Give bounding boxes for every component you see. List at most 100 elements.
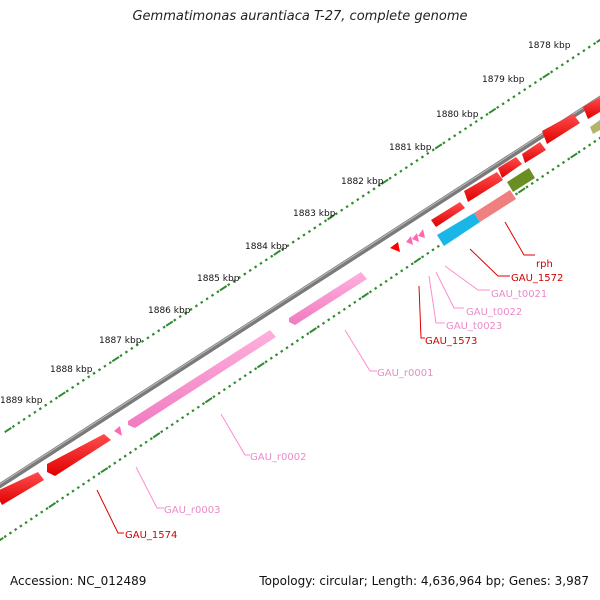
outer-tick-mark: [273, 249, 281, 256]
inner-tick-mark: [227, 384, 232, 388]
rrna-block[interactable]: [114, 426, 122, 436]
outer-tick-mark: [453, 134, 457, 138]
trna-block[interactable]: [418, 229, 425, 238]
outer-tick-mark: [49, 400, 53, 404]
outer-tick-mark: [377, 183, 381, 187]
outer-tick-mark: [327, 214, 335, 221]
feature-label[interactable]: GAU_r0002: [250, 452, 306, 463]
inner-tick-mark: [551, 167, 555, 172]
inner-tick-mark: [19, 524, 23, 528]
inner-tick-mark: [421, 255, 425, 259]
inner-tick-mark: [204, 397, 213, 404]
inner-tick-mark: [384, 279, 388, 283]
outer-tick-mark: [323, 219, 328, 223]
feature-label[interactable]: GAU_1574: [125, 530, 177, 541]
inner-tick-mark: [264, 360, 268, 364]
feature-label[interactable]: GAU_t0023: [446, 321, 502, 332]
trna-block[interactable]: [406, 236, 413, 245]
inner-tick-mark: [426, 251, 430, 255]
rrna-block[interactable]: [128, 330, 276, 428]
inner-tick-mark: [347, 304, 352, 308]
outer-tick-mark: [194, 304, 199, 308]
inner-tick-mark: [134, 447, 138, 451]
feature-label[interactable]: GAU_t0021: [491, 289, 547, 300]
outer-tick-mark: [103, 364, 107, 368]
outer-tick-mark: [259, 261, 263, 265]
inner-tick-mark: [290, 342, 294, 346]
inner-tick-mark: [248, 370, 253, 374]
inner-tick-mark: [379, 283, 383, 287]
gene-block[interactable]: [474, 190, 516, 222]
kbp-label: 1889 kbp: [0, 396, 43, 406]
inner-tick-mark: [201, 402, 206, 406]
inner-tick-mark: [361, 292, 370, 299]
gene-block[interactable]: [0, 472, 44, 505]
inner-tick-mark: [436, 244, 440, 248]
inner-tick-mark: [0, 536, 4, 542]
inner-tick-mark: [165, 426, 169, 430]
outer-tick-mark: [119, 353, 123, 358]
accession-text: Accession: NC_012489: [10, 574, 147, 588]
inner-tick-mark: [582, 146, 586, 151]
outer-tick-mark: [542, 72, 551, 79]
feature-label[interactable]: GAU_r0003: [164, 505, 220, 516]
trna-block[interactable]: [412, 233, 419, 242]
outer-tick-mark: [205, 297, 209, 301]
outer-tick-mark: [426, 151, 430, 156]
outer-tick-mark: [232, 279, 236, 283]
genome-summary-text: Topology: circular; Length: 4,636,964 bp…: [259, 574, 589, 588]
inner-tick-mark: [374, 286, 378, 290]
inner-tick-mark: [55, 499, 59, 504]
outer-tick-mark: [76, 382, 80, 386]
outer-tick-mark: [65, 389, 69, 393]
outer-tick-mark: [302, 233, 306, 237]
inner-tick-mark: [233, 381, 237, 385]
outer-tick-mark: [463, 127, 468, 131]
gene-block[interactable]: [431, 202, 465, 227]
kbp-label: 1886 kbp: [148, 306, 191, 316]
outer-tick-mark: [431, 148, 435, 152]
gene-block[interactable]: [590, 120, 600, 134]
inner-tick-mark: [301, 335, 305, 339]
leader-GAU_1574: [96, 489, 124, 534]
feature-label[interactable]: GAU_r0001: [377, 368, 433, 379]
feature-label[interactable]: GAU_t0022: [466, 307, 522, 318]
inner-tick-mark: [87, 478, 91, 483]
outer-tick-mark: [469, 123, 473, 127]
outer-tick-mark: [501, 102, 505, 106]
leader-GAU_1572: [469, 248, 510, 277]
outer-tick-mark: [458, 130, 462, 134]
inner-tick-mark: [353, 300, 357, 304]
outer-tick-mark: [380, 178, 389, 185]
outer-tick-ring: [4, 38, 600, 434]
outer-tick-mark: [264, 258, 268, 262]
outer-tick-mark: [512, 95, 516, 99]
inner-tick-mark: [144, 440, 148, 444]
inner-tick-mark: [170, 423, 174, 427]
outer-tick-mark: [22, 417, 26, 421]
inner-tick-mark: [40, 510, 44, 514]
gene-block[interactable]: [47, 434, 111, 476]
gene-block[interactable]: [542, 114, 580, 144]
outer-tick-mark: [345, 205, 349, 209]
inner-tick-mark: [152, 432, 161, 439]
gene-block[interactable]: [437, 213, 480, 246]
inner-tick-mark: [337, 311, 341, 315]
gene-block[interactable]: [583, 97, 600, 119]
rrna-block[interactable]: [289, 272, 367, 325]
outer-tick-mark: [555, 66, 559, 70]
gene-block[interactable]: [390, 242, 400, 252]
gene-block[interactable]: [522, 142, 546, 163]
leader-GAU_1573: [418, 285, 425, 339]
outer-tick-mark: [173, 318, 177, 322]
feature-label[interactable]: rph: [536, 259, 553, 270]
kbp-label: 1879 kbp: [482, 75, 525, 85]
inner-tick-mark: [160, 430, 164, 434]
feature-label[interactable]: GAU_1573: [425, 336, 477, 347]
gene-block[interactable]: [498, 157, 522, 178]
feature-label[interactable]: GAU_1572: [511, 273, 563, 284]
gene-block[interactable]: [507, 168, 535, 192]
inner-tick-mark: [113, 461, 117, 465]
inner-tick-mark: [332, 314, 336, 318]
gene-block[interactable]: [464, 172, 503, 202]
